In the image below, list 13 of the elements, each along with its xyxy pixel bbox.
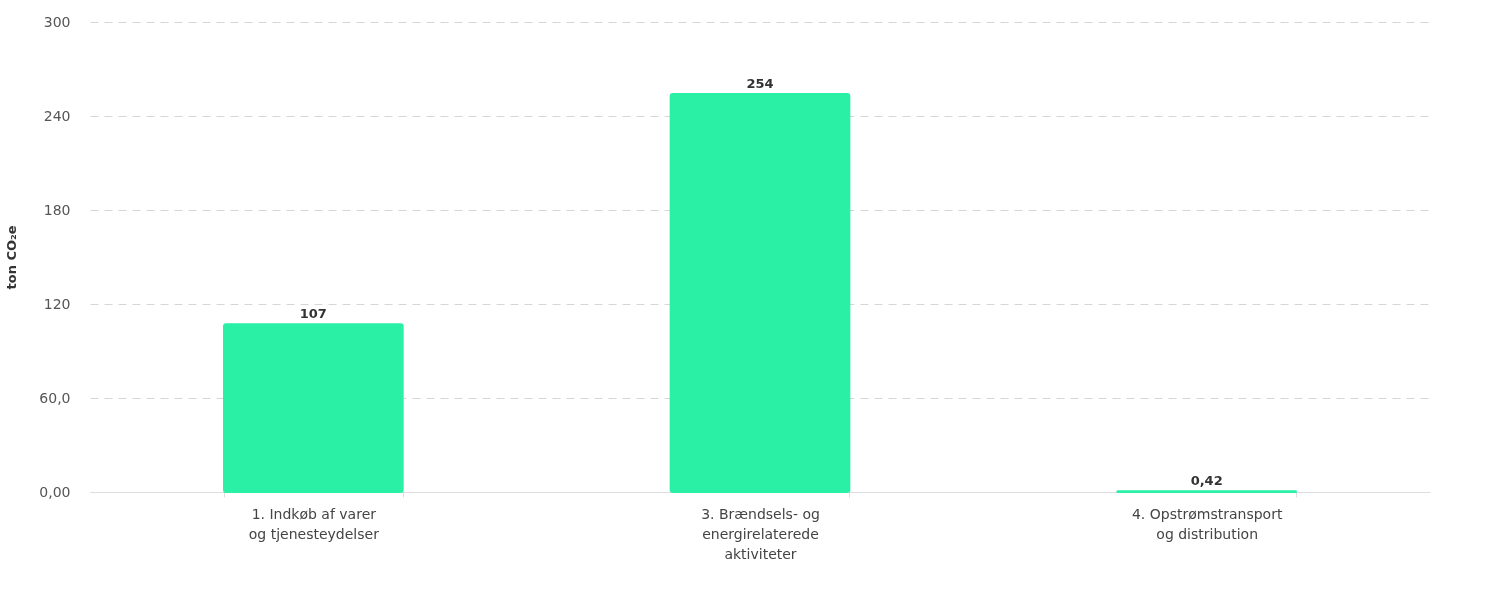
x-tick-label: 1. Indkøb af varer og tjenesteydelser [248,505,380,542]
x-tick-label: 4. Opstrømstransport og distribution [1131,505,1283,542]
text: 107 [299,306,327,322]
y-tick-label: 120 [43,295,71,312]
text: 254 [746,76,774,92]
y-tick-label: 60,0 [39,389,71,406]
y-tick-label: 180 [43,201,71,218]
y-tick-label: 240 [43,107,71,124]
y-axis-title: ton CO₂e [4,225,20,290]
x-tick-label: 3. Brændsels- og energirelaterede aktiviteter [701,505,820,562]
y-tick-label: 300 [43,13,71,30]
text: 0,42 [1190,473,1223,489]
y-tick-label: 0,00 [39,483,71,500]
